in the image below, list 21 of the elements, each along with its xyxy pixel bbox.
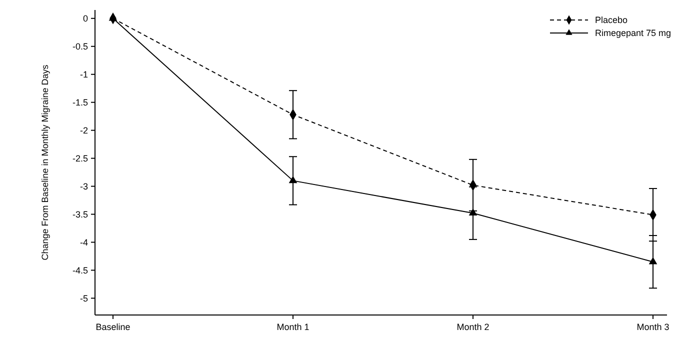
y-tick-label: -4.5 — [72, 265, 88, 276]
y-tick-label: -3.5 — [72, 209, 88, 220]
x-tick-label: Baseline — [96, 322, 130, 332]
y-tick-label: 0 — [82, 14, 88, 24]
y-tick-label: -5 — [80, 293, 88, 304]
legend-label: Placebo — [595, 15, 628, 26]
y-tick-label: -3 — [80, 181, 88, 192]
y-tick-label: -1.5 — [72, 97, 88, 108]
x-tick-label: Month 1 — [276, 322, 310, 332]
legend-label: Rimegepant 75 mg — [595, 28, 672, 38]
y-tick-label: -0.5 — [72, 42, 88, 52]
y-tick-label: -2.5 — [72, 153, 88, 164]
y-tick-label: -1 — [80, 70, 88, 80]
point — [468, 208, 478, 216]
x-tick-label: Month 3 — [636, 322, 670, 332]
y-tick-label: -4 — [80, 237, 88, 248]
point — [648, 257, 658, 264]
x-tick-label: Month 2 — [456, 322, 490, 332]
point — [288, 176, 298, 184]
y-axis-title: Change From Baseline in Monthly Migraine Days — [40, 64, 50, 260]
y-tick-label: -2 — [80, 125, 88, 136]
